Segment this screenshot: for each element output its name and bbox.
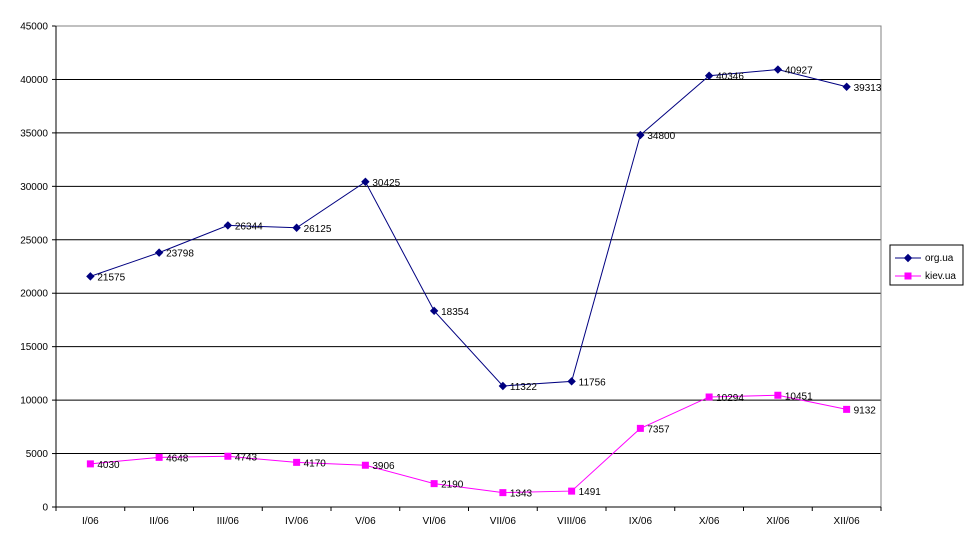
y-tick-label-15000: 15000 [20, 342, 48, 353]
point-org-ua-iii-06 [223, 221, 233, 230]
data-label-org-ua-ii-06: 23798 [166, 249, 194, 260]
series-line-kiev-ua [90, 394, 847, 494]
point-org-ua-ix-06 [636, 130, 645, 140]
series-area [86, 65, 851, 497]
point-org-ua-ii-06 [154, 248, 164, 257]
data-label-org-ua-xi-06: 40927 [785, 66, 813, 77]
data-label-org-ua-iv-06: 26125 [304, 224, 332, 235]
point-org-ua-x-06 [704, 71, 714, 80]
data-label-org-ua-vii-06: 11322 [510, 382, 538, 393]
data-label-org-ua-xii-06: 39313 [854, 83, 882, 94]
x-tick-label-ii-06: II/06 [149, 516, 169, 527]
data-label-org-ua-vi-06: 18354 [441, 307, 469, 318]
point-kiev-ua-iii-06 [224, 452, 232, 460]
point-kiev-ua-v-06 [361, 461, 369, 469]
plot-area-border [55, 25, 882, 508]
x-tick-label-v-06: V/06 [355, 516, 376, 527]
point-org-ua-vi-06 [429, 306, 439, 316]
data-labels: 21575 23798 26344 26125 30425 18354 11322 11756… [97, 66, 881, 500]
x-tick-label-ix-06: IX/06 [629, 516, 653, 527]
x-tick-label-xi-06: XI/06 [766, 516, 790, 527]
x-tick-label-vii-06: VII/06 [490, 516, 517, 527]
y-tick-label-20000: 20000 [20, 289, 48, 300]
point-org-ua-xi-06 [773, 65, 783, 74]
y-tick-label-5000: 5000 [26, 449, 49, 460]
x-tick-label-vi-06: VI/06 [422, 516, 446, 527]
y-tick-label-35000: 35000 [20, 128, 48, 139]
legend-marker-kiev-ua [904, 272, 912, 280]
data-label-kiev-ua-xi-06: 10451 [785, 391, 813, 402]
data-label-kiev-ua-v-06: 3906 [372, 461, 395, 472]
point-org-ua-i-06 [86, 272, 95, 281]
point-kiev-ua-i-06 [86, 460, 94, 468]
y-tick-label-45000: 45000 [20, 22, 48, 33]
data-label-kiev-ua-iv-06: 4170 [304, 458, 327, 469]
legend-label-org-ua: org.ua [925, 253, 954, 264]
axes: 0 5000 10000 15000 20000 25000 30000 35000 40000… [20, 22, 882, 527]
point-org-ua-vii-06 [498, 381, 508, 391]
point-kiev-ua-vii-06 [499, 489, 507, 497]
data-label-kiev-ua-ii-06: 4648 [166, 453, 189, 464]
data-label-kiev-ua-viii-06: 1491 [579, 487, 602, 498]
data-label-kiev-ua-i-06: 4030 [97, 460, 120, 471]
data-label-kiev-ua-ix-06: 7357 [647, 424, 670, 435]
x-tick-label-x-06: X/06 [699, 516, 720, 527]
data-label-org-ua-iii-06: 26344 [235, 221, 263, 232]
point-kiev-ua-ii-06 [155, 453, 163, 461]
data-label-org-ua-i-06: 21575 [97, 272, 125, 283]
legend: org.ua kiev.ua [889, 244, 964, 286]
point-kiev-ua-xi-06 [774, 391, 782, 399]
data-label-kiev-ua-x-06: 10294 [716, 393, 744, 404]
y-tick-label-25000: 25000 [20, 235, 48, 246]
data-label-kiev-ua-xii-06: 9132 [854, 405, 877, 416]
data-label-org-ua-viii-06: 11756 [579, 377, 607, 388]
point-kiev-ua-ix-06 [636, 424, 644, 432]
point-kiev-ua-xii-06 [843, 405, 851, 413]
data-label-org-ua-ix-06: 34800 [647, 131, 675, 142]
gridlines [56, 25, 881, 455]
legend-item-kiev-ua: kiev.ua [895, 271, 956, 282]
point-org-ua-viii-06 [567, 377, 576, 386]
y-tick-label-40000: 40000 [20, 75, 48, 86]
x-tick-label-iv-06: IV/06 [285, 516, 309, 527]
legend-label-kiev-ua: kiev.ua [925, 271, 956, 282]
x-tick-label-xii-06: XII/06 [834, 516, 861, 527]
point-kiev-ua-x-06 [705, 393, 713, 401]
x-tick-label-viii-06: VIII/06 [557, 516, 586, 527]
point-kiev-ua-iv-06 [293, 458, 301, 466]
series-line-org-ua [90, 69, 847, 387]
legend-marker-org-ua [903, 253, 913, 263]
y-tick-label-30000: 30000 [20, 182, 48, 193]
x-tick-label-i-06: I/06 [82, 516, 99, 527]
legend-item-org-ua: org.ua [895, 253, 954, 264]
y-tick-label-10000: 10000 [20, 396, 48, 407]
point-org-ua-iv-06 [292, 223, 301, 232]
data-label-kiev-ua-iii-06: 4743 [235, 452, 258, 463]
point-kiev-ua-viii-06 [568, 487, 576, 495]
data-label-kiev-ua-vii-06: 1343 [510, 489, 533, 500]
x-tick-label-iii-06: III/06 [217, 516, 240, 527]
point-org-ua-xii-06 [842, 82, 851, 91]
y-tick-label-0: 0 [42, 503, 48, 514]
data-label-org-ua-x-06: 40346 [716, 72, 744, 83]
data-label-org-ua-v-06: 30425 [372, 178, 400, 189]
point-kiev-ua-vi-06 [430, 480, 438, 488]
data-label-kiev-ua-vi-06: 2190 [441, 480, 464, 491]
point-org-ua-v-06 [361, 177, 370, 186]
